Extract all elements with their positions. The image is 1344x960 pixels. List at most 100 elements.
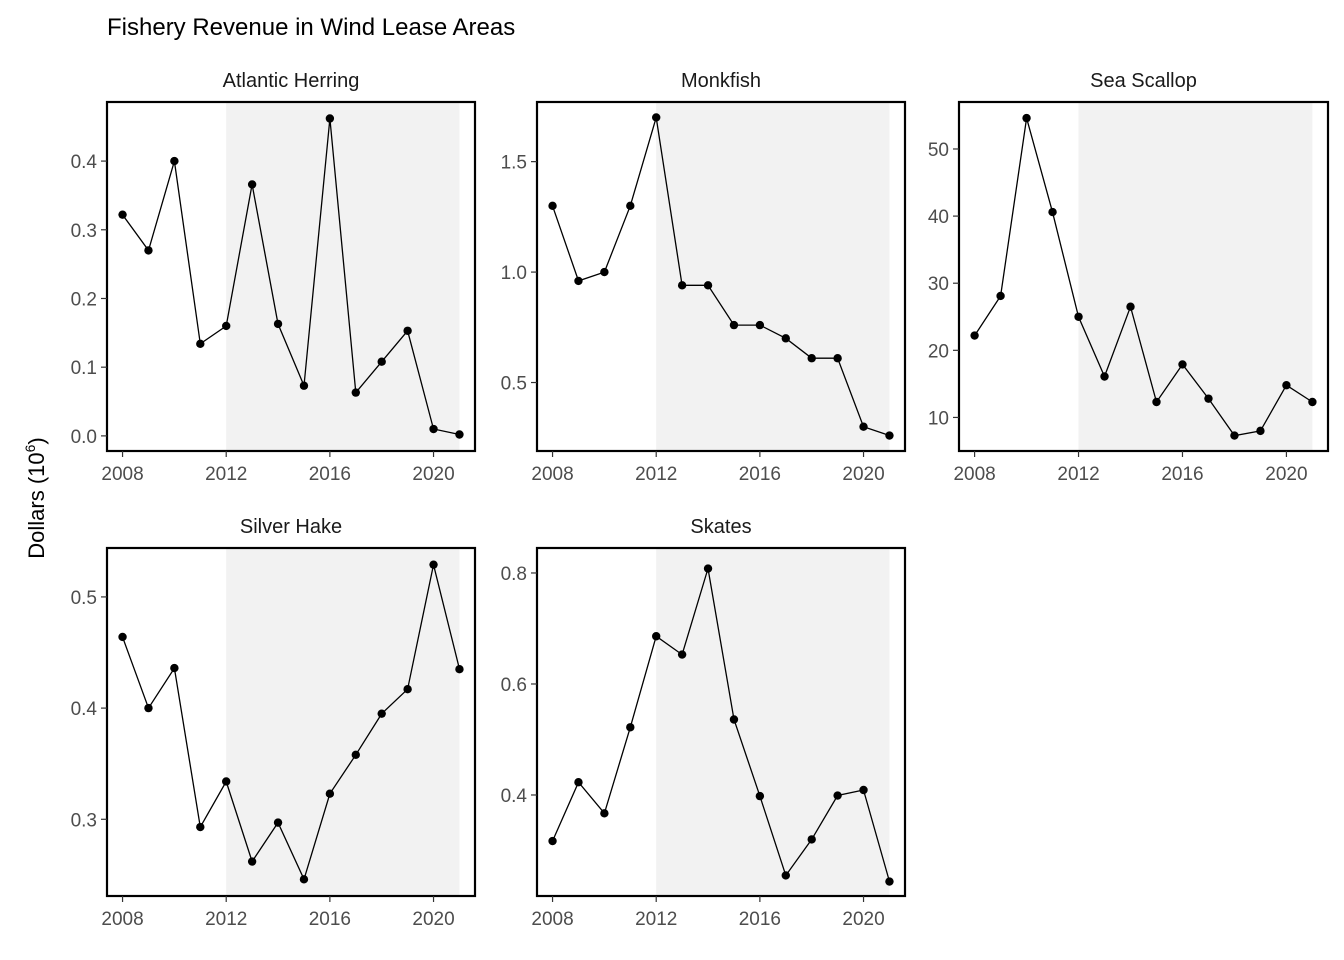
data-point: [1308, 397, 1317, 407]
data-point: [118, 210, 127, 219]
x-tick-label: 2020: [842, 909, 884, 930]
x-tick-label: 2008: [101, 909, 143, 930]
x-tick-label: 2016: [309, 909, 351, 930]
panel-frame: [957, 100, 1330, 453]
data-point: [429, 560, 438, 569]
y-axis-label-close: ): [24, 437, 49, 444]
data-point: [677, 281, 687, 290]
data-point: [247, 180, 257, 189]
panel-title: Atlantic Herring: [223, 70, 360, 92]
data-point: [196, 339, 205, 349]
x-tick-label: 2012: [205, 909, 247, 930]
panel-frame: [535, 100, 907, 453]
y-tick-label: 0.0: [71, 427, 97, 448]
shaded-region: [1078, 102, 1313, 451]
x-tick-label: 2012: [635, 464, 677, 485]
data-point: [859, 422, 868, 431]
shaded-region: [656, 548, 890, 896]
data-point: [273, 818, 283, 827]
shaded-region: [226, 548, 460, 896]
data-point: [729, 320, 739, 330]
y-tick-label: 30: [928, 274, 949, 295]
x-tick-label: 2012: [635, 909, 677, 930]
data-point: [1230, 431, 1239, 440]
data-point: [144, 703, 153, 713]
panel-frame: [105, 546, 477, 898]
y-tick-label: 0.8: [501, 564, 527, 585]
data-point: [859, 785, 868, 795]
data-point: [1100, 372, 1109, 381]
data-point: [600, 809, 609, 818]
data-point: [626, 201, 635, 211]
y-axis-label: Dollars (106): [22, 437, 49, 559]
data-point: [996, 291, 1005, 301]
x-tick-label: 2020: [1265, 464, 1307, 485]
data-point: [1126, 302, 1135, 311]
data-point: [1282, 381, 1291, 390]
data-point: [455, 430, 464, 439]
x-tick-label: 2016: [739, 909, 781, 930]
data-point: [885, 431, 894, 440]
series-line: [121, 564, 461, 882]
data-point: [144, 246, 153, 255]
data-point: [429, 424, 438, 434]
data-point: [299, 875, 309, 884]
y-tick-label: 0.1: [71, 358, 97, 379]
y-tick-label: 20: [928, 341, 949, 362]
panel-silver-hake: Silver Hake 0.3 0.4 0.5 2008 2012 2016 2020: [71, 516, 477, 930]
data-point: [377, 709, 386, 718]
data-point: [299, 381, 309, 390]
y-tick-label: 0.3: [71, 810, 97, 831]
data-point: [455, 664, 464, 674]
data-point: [703, 281, 713, 290]
data-point: [247, 857, 257, 866]
data-point: [652, 632, 661, 641]
y-tick-label: 0.4: [71, 699, 98, 720]
y-tick-label: 50: [928, 140, 949, 161]
data-point: [755, 791, 765, 801]
y-tick-label: 0.2: [71, 289, 97, 310]
data-point: [1178, 360, 1187, 369]
panel-frame: [535, 546, 907, 898]
data-point: [222, 777, 231, 786]
x-tick-label: 2016: [1161, 464, 1203, 485]
shaded-region: [656, 102, 890, 451]
x-tick-label: 2008: [953, 464, 995, 485]
data-point: [325, 114, 335, 123]
x-tick-label: 2016: [739, 464, 781, 485]
data-point: [885, 877, 894, 886]
series-line: [551, 117, 890, 437]
data-point: [755, 320, 765, 330]
data-point: [807, 354, 816, 363]
data-point: [548, 201, 557, 211]
x-tick-label: 2016: [309, 464, 351, 485]
data-point: [1074, 312, 1083, 321]
x-tick-label: 2020: [842, 464, 884, 485]
data-point: [1256, 426, 1265, 436]
x-tick-label: 2008: [101, 464, 143, 485]
panel-skates: Skates 0.4 0.6 0.8 2008 2012 2016 2020: [501, 516, 907, 930]
data-point: [196, 822, 205, 832]
y-tick-label: 0.4: [501, 786, 528, 807]
data-point: [403, 326, 412, 335]
data-point: [403, 685, 412, 694]
y-tick-label: 0.4: [71, 152, 98, 173]
data-point: [781, 334, 790, 343]
x-tick-label: 2020: [412, 909, 454, 930]
panel-title: Skates: [690, 516, 751, 538]
data-point: [170, 663, 179, 673]
data-point: [574, 276, 583, 286]
x-tick-label: 2008: [531, 464, 573, 485]
y-tick-label: 1.5: [501, 153, 527, 174]
panel-frame: [105, 100, 477, 453]
y-tick-label: 0.6: [501, 675, 527, 696]
data-point: [833, 791, 842, 800]
data-point: [703, 564, 713, 573]
panel-title: Sea Scallop: [1090, 70, 1197, 92]
x-tick-label: 2008: [531, 909, 573, 930]
data-point: [626, 723, 635, 732]
data-point: [548, 836, 557, 846]
data-point: [351, 388, 360, 397]
y-tick-label: 0.5: [71, 588, 97, 609]
